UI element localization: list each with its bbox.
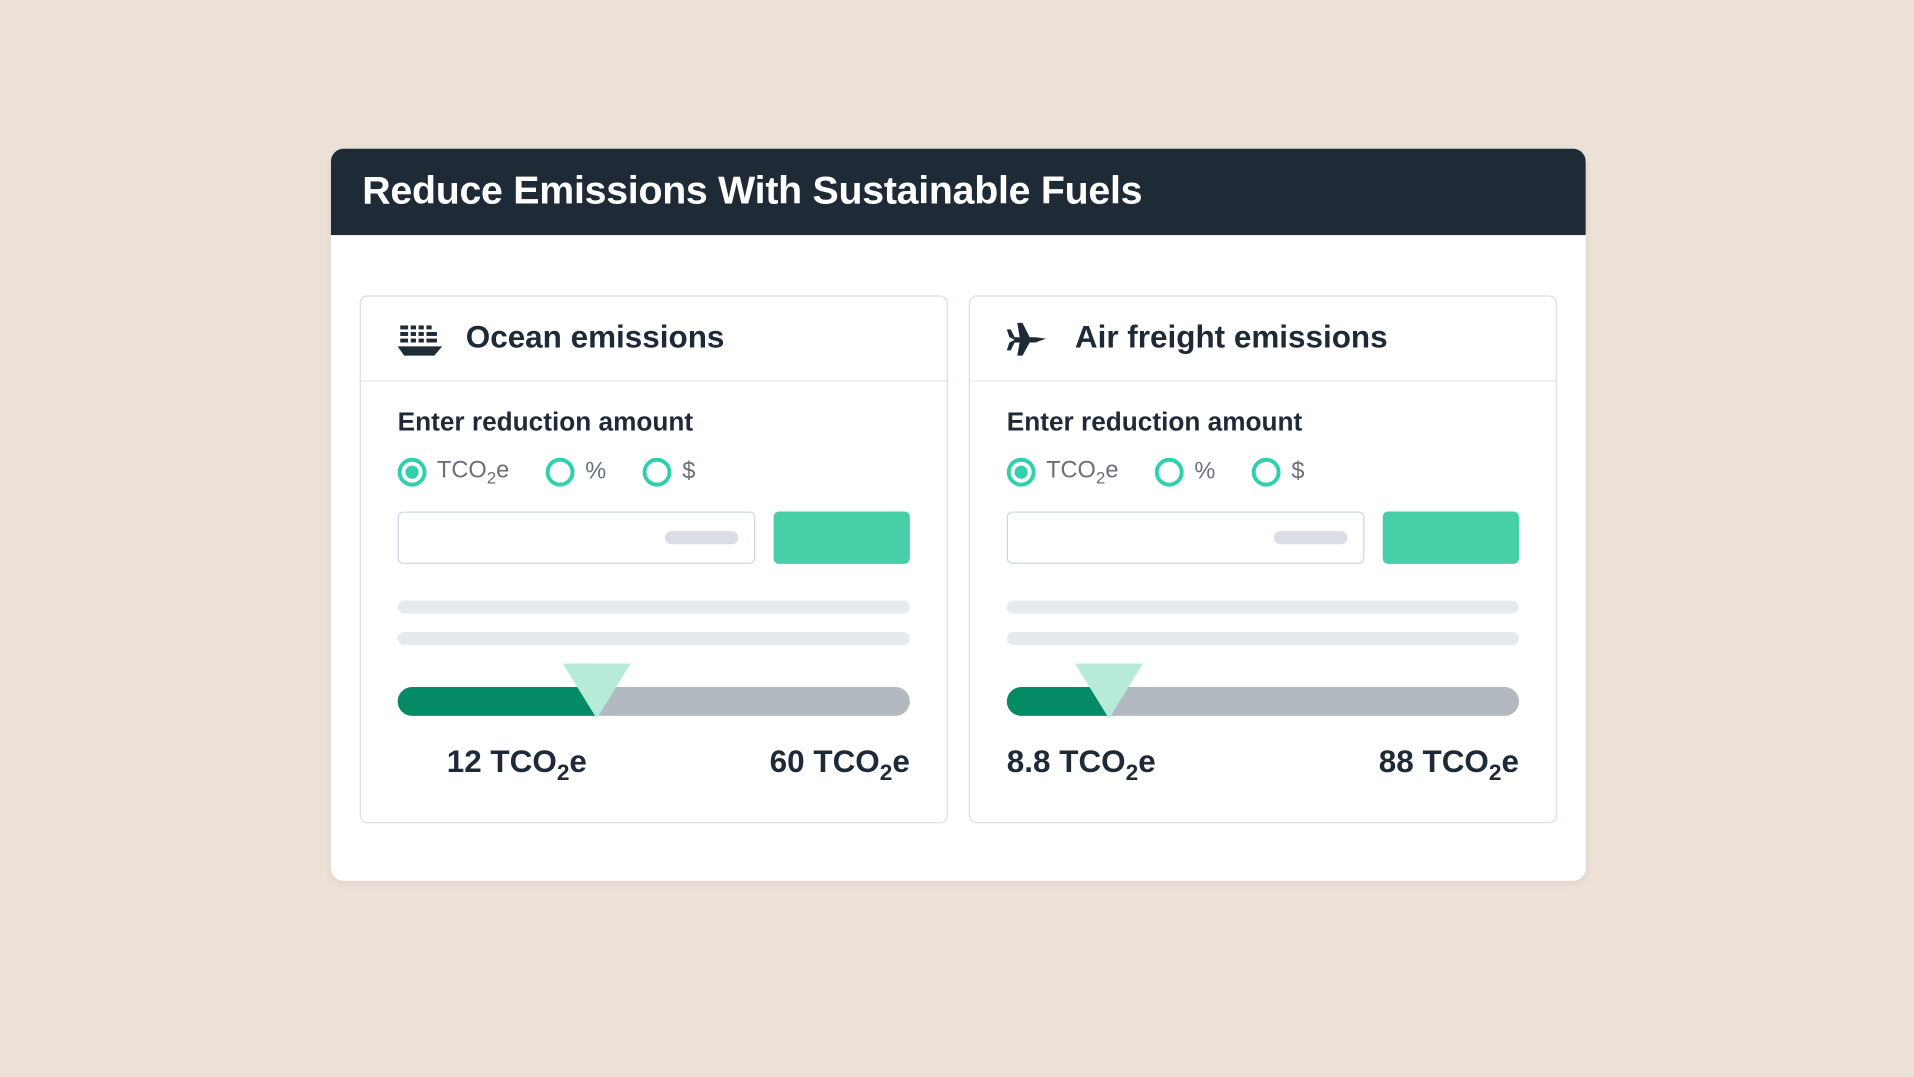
panel-title: Reduce Emissions With Sustainable Fuels [362, 169, 1142, 212]
submit-button[interactable] [774, 510, 910, 562]
card-header: Air freight emissions [970, 296, 1556, 381]
card-title: Air freight emissions [1075, 320, 1388, 357]
radio-tco2e[interactable]: TCO2e [398, 456, 510, 487]
radio-indicator [1252, 457, 1281, 486]
radio-label: TCO2e [437, 456, 509, 487]
slider-values: 12 TCO2e 60 TCO2e [398, 744, 910, 786]
reduction-prompt: Enter reduction amount [398, 408, 910, 438]
emissions-panel: Reduce Emissions With Sustainable Fuels [331, 148, 1586, 881]
reduction-slider[interactable] [1007, 668, 1519, 715]
radio-percent[interactable]: % [546, 457, 606, 486]
radio-label: % [585, 458, 606, 486]
air-emissions-card: Air freight emissions Enter reduction am… [969, 295, 1557, 823]
skeleton-line [1007, 631, 1519, 644]
skeleton-line [1007, 600, 1519, 613]
slider-max-value: 60 TCO2e [597, 744, 909, 786]
radio-dollar[interactable]: $ [1252, 457, 1304, 486]
radio-tco2e[interactable]: TCO2e [1007, 456, 1119, 487]
radio-indicator [398, 457, 427, 486]
ocean-emissions-card: Ocean emissions Enter reduction amount T… [360, 295, 948, 823]
slider-track [398, 686, 910, 715]
skeleton-line [398, 631, 910, 644]
panel-header: Reduce Emissions With Sustainable Fuels [331, 148, 1586, 234]
card-header: Ocean emissions [361, 296, 947, 381]
radio-dollar[interactable]: $ [643, 457, 695, 486]
input-row [1007, 510, 1519, 562]
unit-radio-group: TCO2e % $ [1007, 456, 1519, 487]
slider-max-value: 88 TCO2e [1166, 744, 1519, 786]
radio-indicator [546, 457, 575, 486]
card-body: Enter reduction amount TCO2e % $ [361, 381, 947, 822]
radio-indicator [1155, 457, 1184, 486]
slider-thumb[interactable] [1075, 662, 1143, 717]
card-title: Ocean emissions [466, 320, 725, 357]
cards-row: Ocean emissions Enter reduction amount T… [331, 235, 1586, 881]
ship-icon [398, 320, 445, 357]
radio-indicator [1007, 457, 1036, 486]
card-body: Enter reduction amount TCO2e % $ [970, 381, 1556, 822]
skeleton-line [398, 600, 910, 613]
slider-values: 8.8 TCO2e 88 TCO2e [1007, 744, 1519, 786]
slider-current-value: 12 TCO2e [398, 744, 598, 786]
radio-indicator [643, 457, 672, 486]
radio-label: $ [682, 458, 695, 486]
reduction-input[interactable] [1007, 510, 1365, 562]
reduction-slider[interactable] [398, 668, 910, 715]
reduction-input[interactable] [398, 510, 756, 562]
unit-radio-group: TCO2e % $ [398, 456, 910, 487]
submit-button[interactable] [1383, 510, 1519, 562]
radio-percent[interactable]: % [1155, 457, 1215, 486]
input-row [398, 510, 910, 562]
slider-current-value: 8.8 TCO2e [1007, 744, 1166, 786]
radio-label: % [1194, 458, 1215, 486]
radio-label: TCO2e [1046, 456, 1118, 487]
radio-label: $ [1291, 458, 1304, 486]
slider-thumb[interactable] [563, 662, 631, 717]
reduction-prompt: Enter reduction amount [1007, 408, 1519, 438]
plane-icon [1007, 320, 1054, 357]
